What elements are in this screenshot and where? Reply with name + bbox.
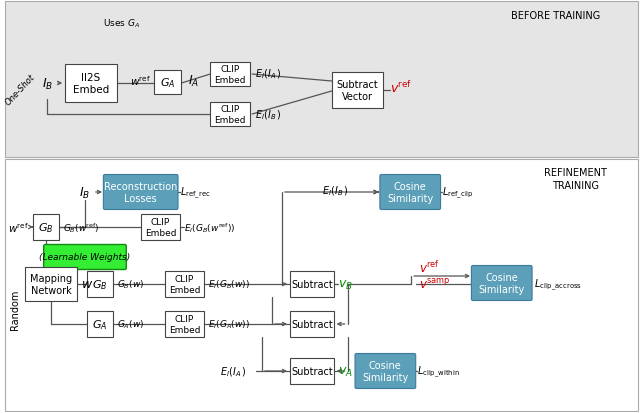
FancyBboxPatch shape	[33, 214, 59, 240]
Text: $L_{\rm ref\_rec}$: $L_{\rm ref\_rec}$	[180, 185, 211, 200]
Text: Cosine
Similarity: Cosine Similarity	[387, 182, 433, 203]
Text: Subtract: Subtract	[291, 279, 333, 289]
FancyBboxPatch shape	[380, 175, 440, 210]
FancyBboxPatch shape	[164, 311, 204, 337]
Text: $v^{\rm ref}$: $v^{\rm ref}$	[419, 259, 440, 275]
FancyBboxPatch shape	[472, 266, 532, 301]
FancyBboxPatch shape	[164, 271, 204, 297]
Text: Subtract: Subtract	[291, 319, 333, 329]
Text: $L_{\rm clip\_within}$: $L_{\rm clip\_within}$	[417, 363, 460, 379]
Text: Mapping
Network: Mapping Network	[30, 273, 72, 295]
Text: $I_B$: $I_B$	[79, 185, 90, 200]
Text: $w^{\rm ref}$: $w^{\rm ref}$	[8, 221, 29, 234]
Text: Cosine
Similarity: Cosine Similarity	[362, 360, 408, 382]
Text: Subtract: Subtract	[291, 366, 333, 376]
Text: Reconstruction
Losses: Reconstruction Losses	[104, 182, 177, 203]
Text: CLIP
Embed: CLIP Embed	[214, 65, 246, 85]
Text: $E_I(I_A\,)$: $E_I(I_A\,)$	[220, 364, 247, 378]
Text: $G_A$: $G_A$	[92, 317, 108, 331]
FancyBboxPatch shape	[5, 2, 638, 158]
FancyBboxPatch shape	[290, 271, 333, 297]
Text: Subtract
Vector: Subtract Vector	[337, 80, 378, 102]
FancyBboxPatch shape	[355, 354, 416, 389]
Text: BEFORE TRAINING: BEFORE TRAINING	[511, 11, 600, 21]
Text: $E_I(I_B\,)$: $E_I(I_B\,)$	[322, 184, 348, 197]
Text: $L_{\rm ref\_clip}$: $L_{\rm ref\_clip}$	[442, 185, 474, 200]
Text: CLIP
Embed: CLIP Embed	[145, 218, 177, 237]
Text: $G_A$: $G_A$	[160, 76, 175, 90]
Text: One-Shot: One-Shot	[4, 73, 37, 107]
Text: $G_B$: $G_B$	[38, 221, 54, 234]
Text: $G_B(w^{\rm ref})$: $G_B(w^{\rm ref})$	[63, 221, 100, 235]
FancyBboxPatch shape	[141, 214, 180, 240]
Text: REFINEMENT
TRAINING: REFINEMENT TRAINING	[544, 168, 607, 191]
FancyBboxPatch shape	[211, 103, 250, 127]
Text: $G_B(w)$: $G_B(w)$	[117, 278, 144, 291]
FancyBboxPatch shape	[290, 311, 333, 337]
Text: $v_A$: $v_A$	[338, 365, 353, 377]
Text: $E_I(I_A\,)$: $E_I(I_A\,)$	[255, 67, 282, 81]
Text: $E_I(G_B(w^{\rm ref}))$: $E_I(G_B(w^{\rm ref}))$	[184, 221, 236, 235]
Text: Random: Random	[10, 289, 20, 330]
Text: $v^{\rm ref}$: $v^{\rm ref}$	[390, 80, 413, 96]
Text: $I_B$: $I_B$	[42, 76, 52, 91]
Text: Uses $G_A$: Uses $G_A$	[103, 18, 140, 30]
Text: $w^{\rm ref}$: $w^{\rm ref}$	[130, 74, 151, 88]
FancyBboxPatch shape	[26, 267, 77, 301]
Text: CLIP
Embed: CLIP Embed	[169, 275, 200, 294]
FancyBboxPatch shape	[154, 71, 182, 95]
Text: II2S
Embed: II2S Embed	[73, 73, 109, 95]
FancyBboxPatch shape	[87, 311, 113, 337]
FancyBboxPatch shape	[65, 65, 117, 103]
FancyBboxPatch shape	[211, 63, 250, 87]
FancyBboxPatch shape	[87, 271, 113, 297]
Text: $E_I(G_B(w))$: $E_I(G_B(w))$	[208, 278, 250, 291]
Text: $w$: $w$	[81, 278, 93, 291]
Text: $G_B$: $G_B$	[92, 278, 108, 291]
Text: $E_I(G_A(w))$: $E_I(G_A(w))$	[208, 318, 250, 330]
Text: $L_{\rm clip\_accross}$: $L_{\rm clip\_accross}$	[534, 277, 582, 292]
Text: CLIP
Embed: CLIP Embed	[214, 105, 246, 124]
Text: $G_A(w)$: $G_A(w)$	[117, 318, 144, 330]
FancyBboxPatch shape	[332, 73, 383, 109]
FancyBboxPatch shape	[44, 245, 126, 270]
Text: $I_A$: $I_A$	[188, 73, 200, 88]
Text: $v_B$: $v_B$	[338, 278, 353, 291]
Text: CLIP
Embed: CLIP Embed	[169, 315, 200, 334]
Text: $v^{\rm samp}$: $v^{\rm samp}$	[419, 277, 451, 291]
Text: Cosine
Similarity: Cosine Similarity	[479, 273, 525, 294]
Text: $E_I(I_B\,)$: $E_I(I_B\,)$	[255, 108, 282, 121]
Text: (Learnable Weights): (Learnable Weights)	[39, 253, 131, 262]
FancyBboxPatch shape	[104, 175, 178, 210]
FancyBboxPatch shape	[5, 159, 638, 411]
FancyBboxPatch shape	[290, 358, 333, 384]
